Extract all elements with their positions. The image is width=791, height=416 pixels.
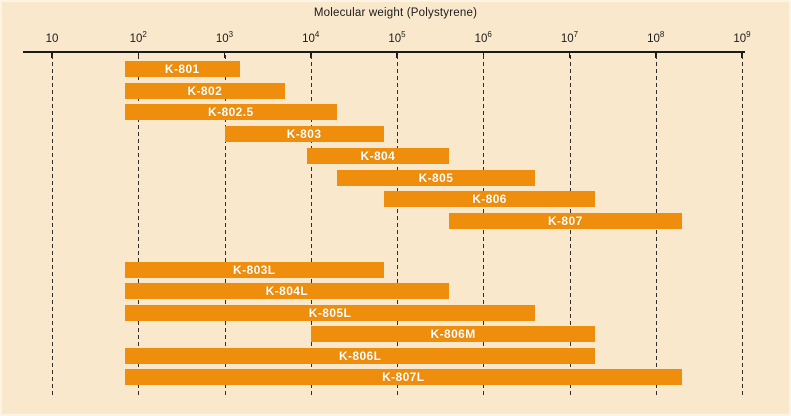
chart-title: Molecular weight (Polystyrene) — [313, 7, 478, 19]
bar-label-K-806M: K-806M — [430, 327, 476, 342]
bar-label-K-807L: K-807L — [382, 370, 425, 384]
x-tick-label-107: 107 — [560, 30, 579, 45]
range-bar-K-806: K-806 — [383, 191, 596, 208]
range-bar-K-805L: K-805L — [124, 304, 536, 321]
gridline-105 — [397, 55, 398, 397]
range-bar-K-801: K-801 — [124, 61, 240, 77]
range-bar-K-802.5: K-802.5 — [124, 104, 337, 121]
x-tick-label-104: 104 — [302, 30, 320, 45]
bar-label-K-806L: K-806L — [338, 348, 382, 363]
bar-label-K-803L: K-803L — [233, 263, 276, 277]
bar-label-K-805: K-805 — [418, 170, 454, 185]
bar-label-K-807: K-807 — [547, 213, 583, 228]
gridline-10 — [52, 55, 53, 397]
bar-label-K-804L: K-804L — [265, 284, 309, 299]
x-tick-label-109: 109 — [733, 30, 751, 45]
x-tick-label-103: 103 — [215, 30, 234, 45]
range-bar-K-806M: K-806M — [310, 326, 596, 343]
gridline-103 — [224, 55, 226, 397]
x-tick-label-105: 105 — [388, 30, 406, 45]
x-tick-label-108: 108 — [647, 30, 665, 45]
range-bar-K-806L: K-806L — [124, 347, 596, 364]
range-bar-K-807: K-807 — [448, 212, 682, 229]
x-tick-label-10: 10 — [45, 33, 59, 45]
x-tick-label-106: 106 — [474, 30, 492, 45]
x-tick-label-102: 102 — [129, 30, 147, 45]
bar-label-K-802.5: K-802.5 — [208, 105, 254, 120]
range-bar-K-802: K-802 — [124, 82, 285, 99]
range-bar-K-803L: K-803L — [124, 262, 384, 278]
gridline-102 — [138, 55, 140, 397]
bar-label-K-806: K-806 — [472, 192, 507, 207]
gridline-109 — [742, 55, 743, 397]
gridline-104 — [310, 55, 312, 397]
bar-label-K-804: K-804 — [360, 148, 396, 163]
bar-label-K-801: K-801 — [164, 62, 200, 76]
bar-label-K-802: K-802 — [187, 83, 223, 98]
bar-label-K-805L: K-805L — [308, 305, 352, 320]
range-bar-K-804: K-804 — [306, 147, 449, 164]
bar-label-K-803: K-803 — [286, 127, 322, 142]
range-bar-K-807L: K-807L — [124, 369, 682, 385]
x-axis-line — [23, 51, 745, 53]
range-bar-K-803: K-803 — [224, 126, 384, 143]
range-bar-K-804L: K-804L — [124, 283, 449, 300]
range-bar-K-805: K-805 — [336, 169, 536, 186]
